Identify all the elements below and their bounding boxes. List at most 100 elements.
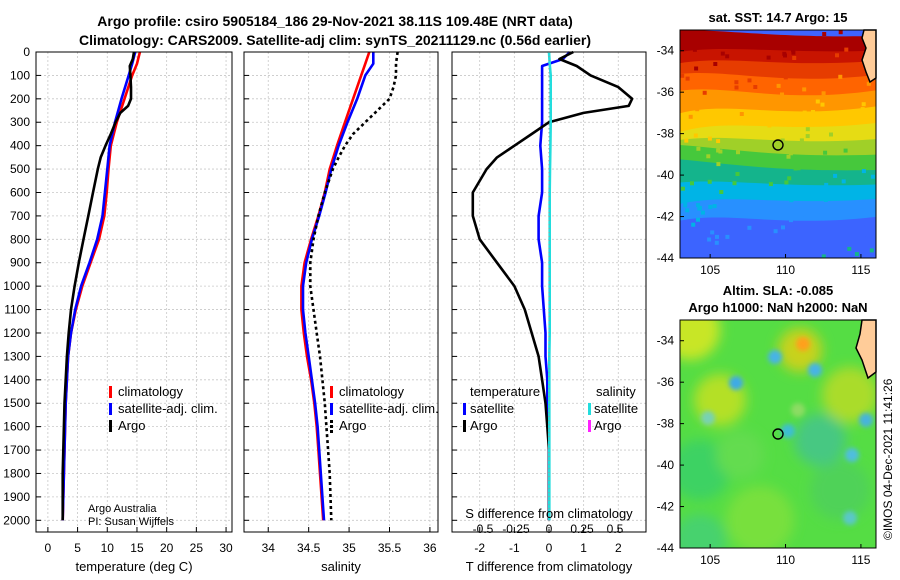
y-tick-label: 1900	[3, 490, 30, 504]
y-tick-label: 700	[10, 209, 30, 223]
y-tick-label: 100	[10, 68, 30, 82]
x-axis-label: salinity	[321, 559, 361, 574]
legend-label-s-argo: Argo	[594, 418, 621, 433]
x-tick-label: 35	[342, 541, 356, 555]
difference-legend: temperature salinity satellite Argo sate…	[463, 384, 638, 433]
legend-swatch-s-satellite	[588, 403, 591, 415]
sla-eddy	[808, 363, 822, 377]
x-tick-label: 0	[45, 541, 52, 555]
salinity-panel: 34 34.5 35 35.5 36 salinity	[243, 51, 439, 574]
sla-eddy	[843, 511, 857, 525]
x-tick-label: 5	[74, 541, 81, 555]
x-tick-label: 105	[700, 263, 720, 277]
plot-frame	[243, 51, 439, 533]
y-tick-label: 1800	[3, 466, 30, 480]
temperature-panel: 0 5 10 15 20 25 300100200300400500600700800900…	[3, 45, 233, 574]
y-tick-label: 1300	[3, 349, 30, 363]
y-tick-label: 900	[10, 256, 30, 270]
legend-swatch-climatology	[330, 386, 333, 398]
y-tick-label: 1200	[3, 326, 30, 340]
salinity-legend: climatology satellite-adj. clim. Argo	[330, 384, 439, 433]
sla-eddy	[768, 350, 782, 364]
sla-anomaly	[794, 414, 846, 466]
x-tick-label: 36	[423, 541, 437, 555]
series-line-2	[61, 51, 136, 521]
y-tick-label: 1000	[3, 279, 30, 293]
x-tick-label: 15	[130, 541, 144, 555]
sla-map: 105 110 115 -34 -36 -38 -40 -42 -44	[657, 319, 877, 567]
legend-label-climatology: climatology	[118, 384, 184, 399]
sla-anomaly	[822, 367, 876, 423]
annotation-pi: PI: Susan Wijffels	[88, 516, 174, 528]
legend-label-t-argo: Argo	[470, 418, 497, 433]
secondary-tick-label: -0.5	[473, 522, 494, 536]
y-tick-label: 600	[10, 185, 30, 199]
secondary-tick-label: 0.25	[570, 522, 594, 536]
x-tick-label: -2	[474, 541, 485, 555]
legend-swatch-t-argo	[463, 420, 466, 432]
sla-anomaly	[680, 320, 720, 360]
x-tick-label: 2	[615, 541, 622, 555]
legend-swatch-argo	[109, 420, 112, 432]
sla-anomaly	[716, 431, 764, 479]
sla-eddy	[845, 448, 859, 462]
sla-eddy	[859, 413, 873, 427]
y-tick-label: 1700	[3, 443, 30, 457]
y-tick-label: -36	[657, 375, 675, 389]
title-line-2: Climatology: CARS2009. Satellite-adj cli…	[79, 32, 591, 48]
sla-anomaly	[680, 514, 726, 548]
x-tick-label: 110	[776, 263, 795, 277]
gridlines	[36, 51, 232, 532]
y-tick-label: -42	[657, 500, 675, 514]
x-tick-label: -1	[509, 541, 520, 555]
y-tick-label: 400	[10, 139, 30, 153]
legend-swatch-climatology	[109, 386, 112, 398]
x-tick-label: 115	[851, 553, 870, 567]
y-tick-label: 0	[23, 45, 30, 59]
y-tick-label: 200	[10, 92, 30, 106]
sla-map-title-line-1: Altim. SLA: -0.085	[723, 283, 834, 298]
secondary-tick-label: -0.25	[502, 522, 530, 536]
series-line-2	[308, 51, 399, 521]
y-tick-label: -42	[657, 210, 675, 224]
argo-position-marker	[772, 428, 784, 440]
gridlines	[244, 51, 438, 532]
series-line-1	[471, 50, 634, 521]
difference-panel: -2 -1 0 1 2 T difference from climatology S di…	[451, 50, 647, 574]
legend-swatch-argo-dotted	[330, 420, 333, 433]
y-tick-label: 1100	[4, 303, 30, 317]
series-line-1	[301, 52, 375, 521]
x-tick-label: 34.5	[297, 541, 321, 555]
sla-eddy	[796, 337, 810, 351]
sla-eddy	[729, 376, 743, 390]
y-tick-label: -38	[657, 127, 675, 141]
y-tick-label: 800	[10, 232, 30, 246]
x-tick-label: 10	[101, 541, 115, 555]
legend-label-climatology: climatology	[339, 384, 405, 399]
secondary-tick-label: 0.5	[607, 522, 624, 536]
legend-label-s-satellite: satellite	[594, 401, 638, 416]
temperature-legend: climatology satellite-adj. clim. Argo	[109, 384, 218, 433]
y-tick-label: -36	[657, 85, 675, 99]
y-tick-label: 2000	[3, 513, 30, 527]
y-tick-label: 300	[10, 115, 30, 129]
x-tick-label: 30	[219, 541, 233, 555]
y-tick-label: 1500	[3, 396, 30, 410]
sst-map: 105 110 115 -34 -36 -38 -40 -42 -44	[657, 29, 877, 277]
sla-anomaly	[810, 460, 870, 520]
sla-eddy	[701, 411, 715, 425]
y-tick-label: 1400	[3, 373, 30, 387]
y-tick-label: -44	[657, 251, 675, 265]
x-tick-label: 115	[851, 263, 870, 277]
x-tick-label: 105	[700, 553, 720, 567]
legend-swatch-t-satellite	[463, 403, 466, 415]
sla-eddy	[791, 403, 805, 417]
sst-band	[680, 159, 876, 188]
legend-title-temperature: temperature	[470, 384, 540, 399]
series-line-2	[547, 51, 553, 521]
legend-title-salinity: salinity	[596, 384, 636, 399]
y-tick-label: 500	[10, 162, 30, 176]
x-tick-label: 25	[190, 541, 204, 555]
x-tick-label: 1	[580, 541, 587, 555]
sla-anomaly	[726, 486, 794, 548]
